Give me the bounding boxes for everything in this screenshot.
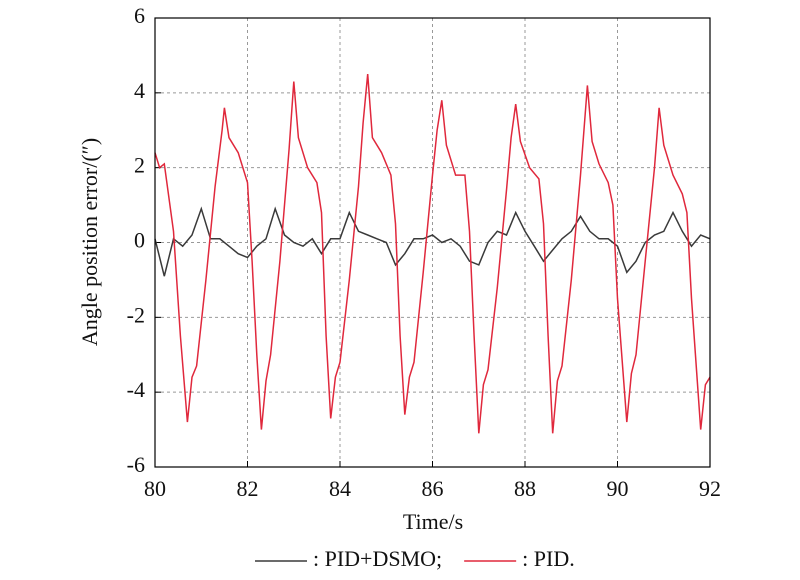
y-tick-label: 4 <box>134 78 145 103</box>
x-tick-label: 80 <box>144 476 166 501</box>
y-tick-label: 2 <box>134 153 145 178</box>
legend-label: : PID. <box>522 546 575 571</box>
x-tick-label: 82 <box>237 476 259 501</box>
y-axis-label: Angle position error/(″) <box>77 138 102 346</box>
y-tick-label: -4 <box>127 377 145 402</box>
y-tick-label: 0 <box>134 228 145 253</box>
x-tick-label: 88 <box>514 476 536 501</box>
y-tick-label: -2 <box>127 302 145 327</box>
x-tick-label: 92 <box>699 476 721 501</box>
x-tick-label: 90 <box>607 476 629 501</box>
x-tick-label: 84 <box>329 476 351 501</box>
x-axis-label: Time/s <box>403 509 463 534</box>
legend-label: : PID+DSMO; <box>313 546 442 571</box>
y-tick-label: 6 <box>134 3 145 28</box>
y-tick-label: -6 <box>127 452 145 477</box>
series-line <box>154 206 711 277</box>
series-line <box>154 74 711 434</box>
plot-frame <box>154 17 711 468</box>
x-tick-label: 86 <box>422 476 444 501</box>
